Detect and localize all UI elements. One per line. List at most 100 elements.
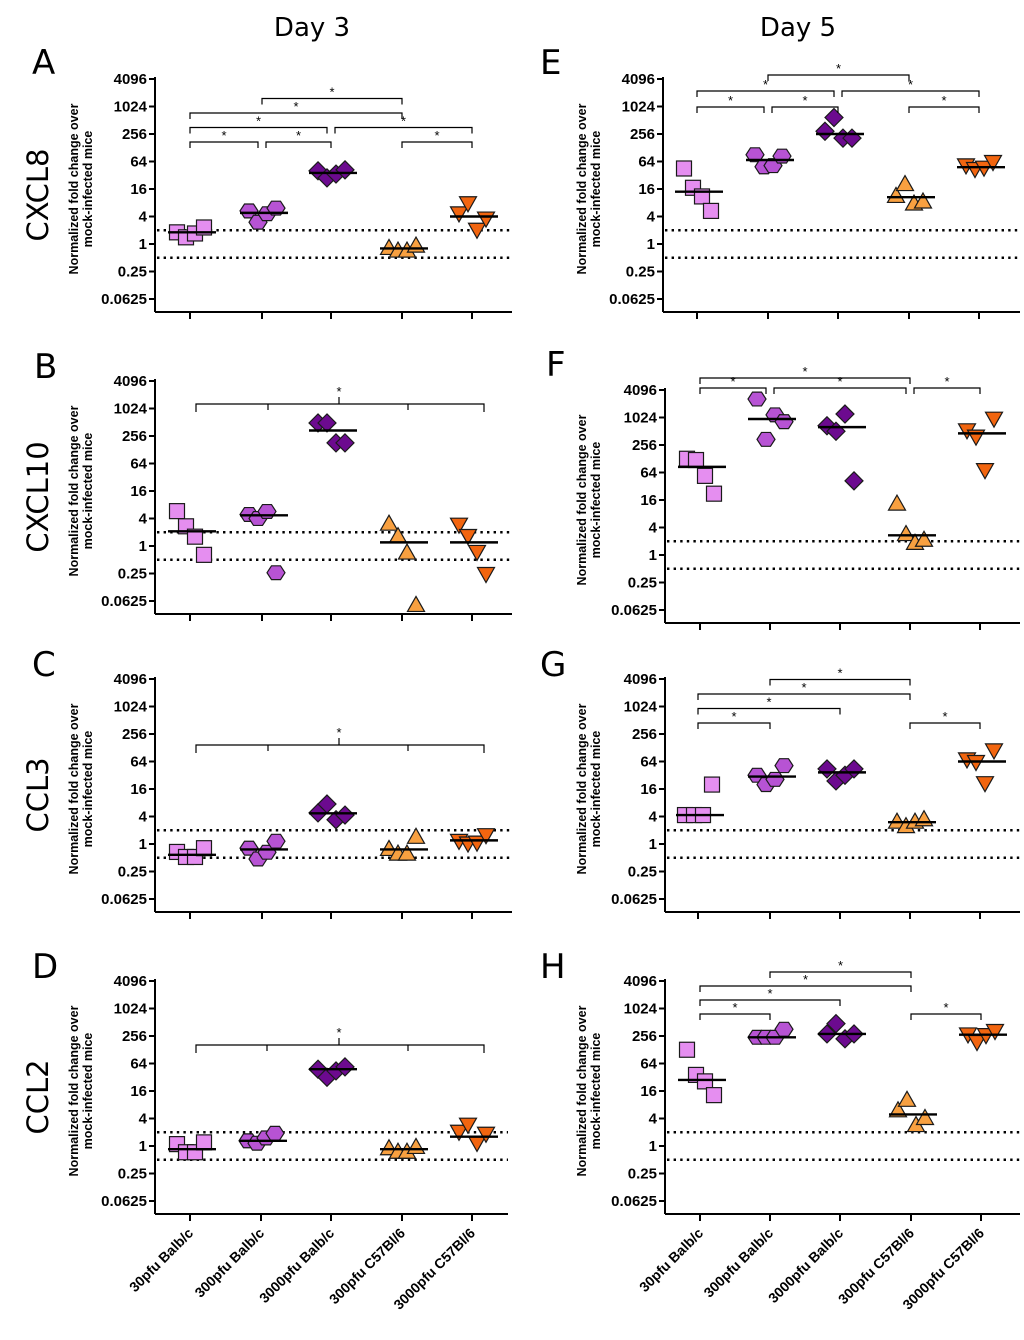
x-tick-label: 300pfu Balb/c <box>191 1225 267 1301</box>
significance-bracket <box>908 106 980 113</box>
data-point <box>887 811 907 829</box>
y-tick-label: 0.25 <box>118 1166 147 1183</box>
y-tick-label: 0.25 <box>118 566 147 583</box>
y-axis-title: mock-infected mice <box>589 131 603 248</box>
data-point <box>168 503 186 520</box>
y-tick-label: 256 <box>122 126 147 143</box>
y-tick-label: 0.0625 <box>611 891 657 908</box>
data-point <box>747 391 767 407</box>
y-tick-label: 16 <box>640 492 657 509</box>
significance-bracket <box>697 693 911 700</box>
y-axis-title: Normalized fold change over <box>67 703 81 874</box>
y-tick-label: 4096 <box>114 671 147 688</box>
significance-bracket <box>401 141 473 148</box>
y-tick-label: 1 <box>139 836 147 853</box>
data-point <box>975 776 995 793</box>
y-tick-label: 256 <box>122 428 147 445</box>
data-point <box>985 1023 1005 1041</box>
gene-label: CXCL8 <box>21 149 55 242</box>
panel-letter: A <box>32 43 55 83</box>
significance-star: * <box>763 77 768 92</box>
y-tick-label: 0.0625 <box>101 593 147 610</box>
data-point <box>966 754 986 772</box>
significance-star: * <box>401 114 406 129</box>
significance-star: * <box>329 85 334 100</box>
y-tick-label: 64 <box>130 1056 147 1073</box>
y-tick-label: 4096 <box>114 973 147 990</box>
data-point <box>406 1137 426 1155</box>
y-tick-label: 1024 <box>114 1001 148 1018</box>
panel-e: E Normalized fold change over mock-infecte… <box>540 43 1020 319</box>
data-point <box>476 1126 496 1144</box>
y-tick-label: 4096 <box>114 373 147 390</box>
y-tick-label: 16 <box>130 483 147 500</box>
y-tick-label: 64 <box>640 754 657 771</box>
y-tick-label: 4 <box>649 1111 658 1128</box>
panel-letter: E <box>540 43 561 83</box>
data-point <box>687 451 705 469</box>
significance-bracket <box>909 722 981 729</box>
y-tick-label: 4096 <box>622 71 655 88</box>
data-point <box>266 200 286 216</box>
significance-star: * <box>942 709 947 724</box>
significance-bracket <box>699 1013 771 1020</box>
significance-bracket <box>265 141 332 148</box>
y-tick-label: 1 <box>649 1138 657 1155</box>
y-tick-label: 1024 <box>624 1001 658 1018</box>
y-tick-label: 0.0625 <box>101 291 147 308</box>
data-point <box>467 544 487 562</box>
significance-star: * <box>908 77 913 92</box>
y-axis-title: mock-infected mice <box>589 731 603 848</box>
x-tick-label: 3000pfu Balb/c <box>765 1225 846 1306</box>
significance-star: * <box>803 972 808 987</box>
x-tick-label: 30pfu Balb/c <box>636 1225 706 1295</box>
significance-star: * <box>836 61 841 76</box>
data-point <box>886 186 906 204</box>
y-tick-label: 4 <box>139 1111 148 1128</box>
significance-star: * <box>767 986 772 1001</box>
significance-bracket <box>697 707 841 715</box>
data-point <box>896 524 916 542</box>
panel-c: C CCL3 Normalized fold change over mock-inf… <box>21 645 512 919</box>
significance-bracket <box>189 141 259 148</box>
data-point <box>895 174 915 192</box>
y-axis-title: mock-infected mice <box>81 433 95 550</box>
significance-star: * <box>941 93 946 108</box>
significance-bracket <box>696 90 835 97</box>
significance-bracket <box>910 1013 982 1020</box>
data-point <box>335 433 355 453</box>
data-point <box>983 154 1003 172</box>
data-point <box>317 413 337 433</box>
data-point <box>914 530 934 547</box>
y-tick-label: 64 <box>130 754 147 771</box>
significance-star: * <box>256 114 261 129</box>
y-axis-title: Normalized fold change over <box>67 1005 81 1176</box>
y-tick-label: 0.25 <box>628 1166 657 1183</box>
data-point <box>756 431 776 447</box>
y-tick-label: 256 <box>632 726 657 743</box>
y-tick-label: 64 <box>640 465 657 482</box>
gene-label: CXCL10 <box>21 441 55 552</box>
data-point <box>449 1124 469 1142</box>
significance-star: * <box>801 680 806 695</box>
data-point <box>458 528 478 546</box>
y-tick-label: 1024 <box>114 699 148 716</box>
y-tick-label: 16 <box>130 781 147 798</box>
panel-g: G Normalized fold change over mock-infecte… <box>540 645 1020 919</box>
significance-bracket <box>697 722 771 729</box>
significance-star: * <box>730 374 735 389</box>
y-tick-label: 1 <box>649 547 657 564</box>
data-point <box>696 1073 714 1090</box>
data-point <box>186 528 204 545</box>
data-point <box>195 546 213 563</box>
data-point <box>774 414 794 430</box>
y-tick-label: 1024 <box>624 410 658 427</box>
significance-star: * <box>766 695 771 710</box>
significance-star: * <box>732 1000 737 1015</box>
y-tick-label: 64 <box>638 154 655 171</box>
data-point <box>675 160 693 177</box>
y-axis-title: Normalized fold change over <box>67 405 81 576</box>
y-tick-label: 4 <box>139 809 148 826</box>
